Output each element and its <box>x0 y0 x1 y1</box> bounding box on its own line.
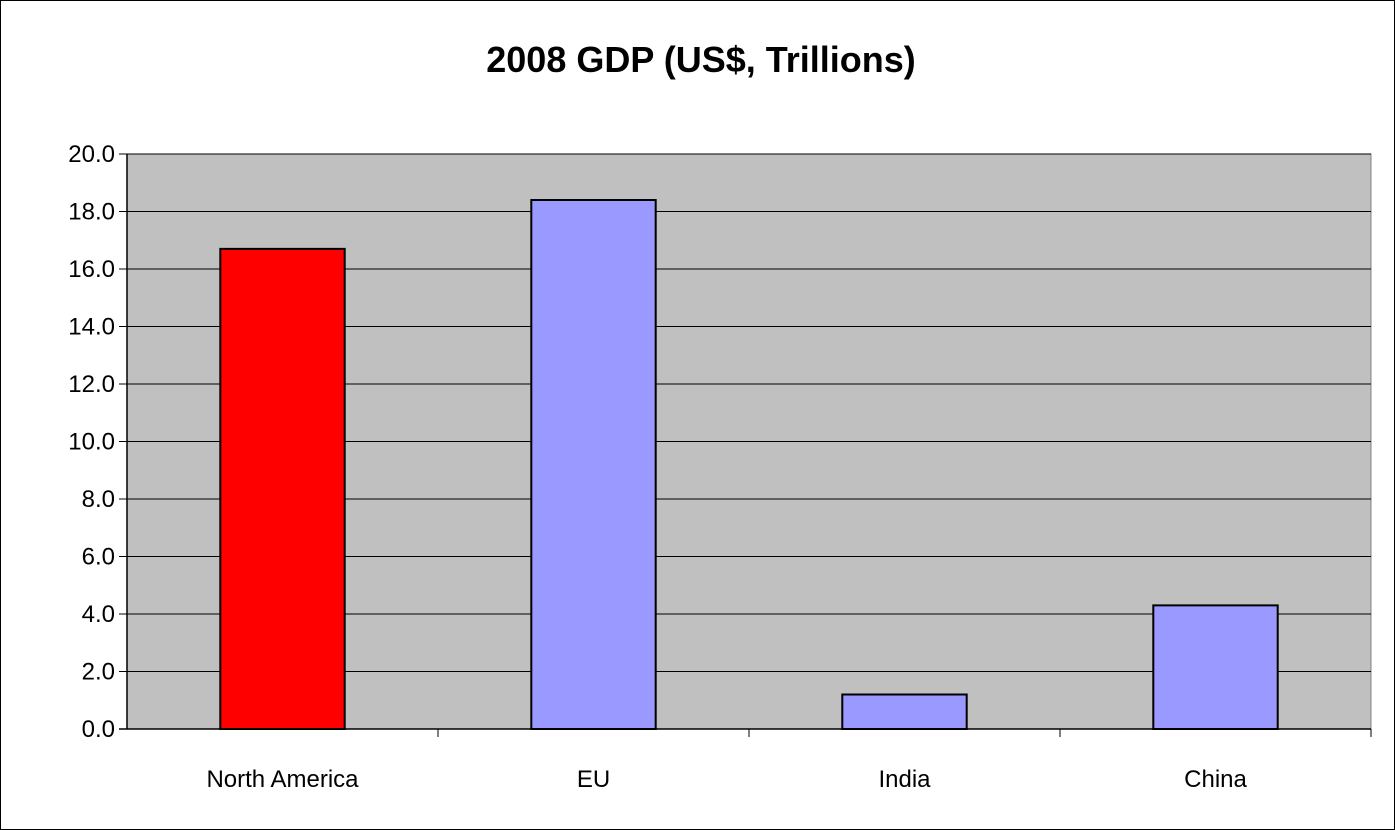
bar-china <box>1152 604 1279 730</box>
bar-north-america <box>219 247 346 730</box>
y-tick-label: 14.0 <box>68 314 115 341</box>
chart-title: 2008 GDP (US$, Trillions) <box>486 39 916 80</box>
x-category-label: India <box>878 766 931 793</box>
bar-india <box>841 693 968 730</box>
y-tick-label: 6.0 <box>82 544 115 571</box>
y-tick-label: 16.0 <box>68 256 115 283</box>
y-axis-tick-labels: 0.0 2.0 4.0 6.0 8.0 10.0 12.0 14.0 16.0 18.0 20.0 <box>68 141 115 743</box>
y-tick-label: 20.0 <box>68 141 115 168</box>
y-tick-label: 10.0 <box>68 429 115 456</box>
x-category-label: EU <box>577 766 610 793</box>
x-axis-category-labels: North America EU India China <box>206 766 1247 793</box>
y-tick-label: 12.0 <box>68 371 115 398</box>
y-tick-label: 0.0 <box>82 716 115 743</box>
y-tick-label: 2.0 <box>82 659 115 686</box>
bar-eu <box>530 199 657 730</box>
x-category-label: North America <box>206 766 359 793</box>
y-tick-label: 8.0 <box>82 486 115 513</box>
y-tick-label: 4.0 <box>82 601 115 628</box>
x-category-label: China <box>1184 766 1247 793</box>
axes <box>119 153 1372 737</box>
y-tick-label: 18.0 <box>68 199 115 226</box>
